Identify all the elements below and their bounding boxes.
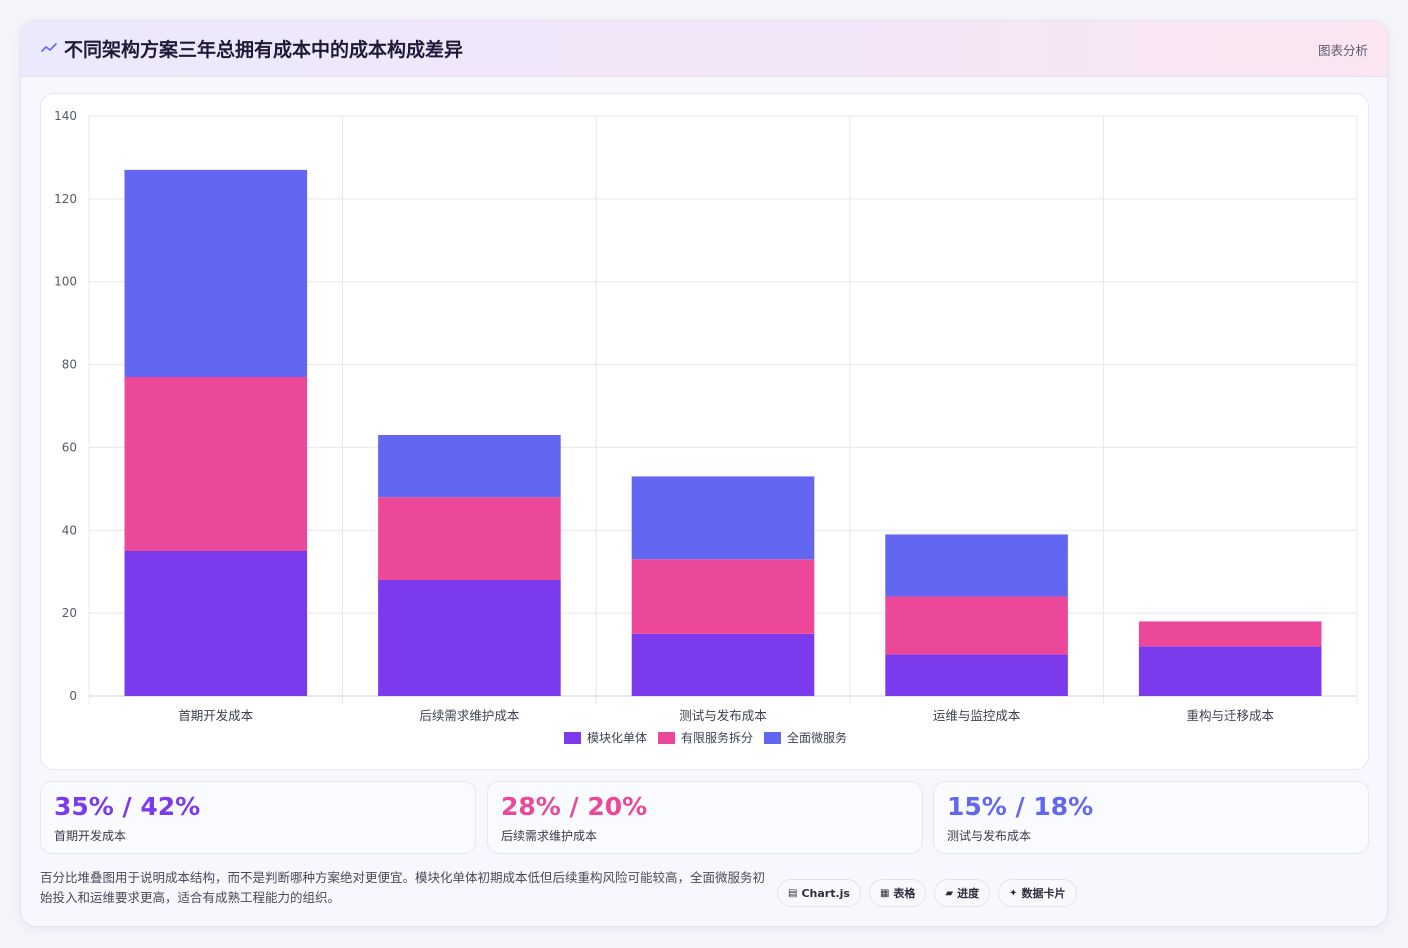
bar-segment-2	[885, 596, 1068, 655]
bar-segment-3	[378, 435, 561, 498]
pill-progress[interactable]: ▰ 进度	[934, 879, 991, 907]
legend-label: 全面微服务	[787, 730, 847, 745]
stat-value: 15% / 18%	[947, 792, 1094, 821]
stat-card: 35% / 42% 首期开发成本	[40, 781, 476, 854]
chart-panel: 0 20 40 60 80 100 120 140 首期开发成本 后续需求维护成本 测试与发布成本 运…	[40, 93, 1369, 770]
stat-label: 测试与发布成本	[947, 829, 1032, 843]
progress-icon: ▰	[945, 887, 954, 899]
y-tick-label: 140	[54, 109, 77, 123]
stat-label: 后续需求维护成本	[501, 829, 598, 843]
y-tick-label: 120	[54, 192, 77, 206]
bar-segment-1	[885, 654, 1068, 696]
bar-segment-2	[631, 559, 815, 634]
legend-label: 有限服务拆分	[681, 730, 753, 745]
y-tick-label: 80	[62, 358, 77, 372]
legend-label: 模块化单体	[587, 731, 647, 745]
x-tick-label: 首期开发成本	[178, 708, 254, 723]
stat-card: 28% / 20% 后续需求维护成本	[487, 781, 923, 854]
x-tick-label: 重构与迁移成本	[1186, 708, 1274, 723]
bar-segment-1	[631, 633, 815, 696]
card-header: 不同架构方案三年总拥有成本中的成本构成差异 图表分析	[21, 21, 1387, 77]
pill-data-card[interactable]: ✦ 数据卡片	[998, 879, 1077, 907]
legend-swatch	[564, 732, 581, 744]
table-icon: ▦	[879, 887, 890, 899]
pill-label: Chart.js	[801, 886, 850, 900]
y-tick-label: 40	[62, 523, 77, 537]
stat-value: 28% / 20%	[501, 792, 648, 821]
bar-segment-3	[885, 534, 1068, 597]
legend-swatch	[764, 732, 781, 744]
chart-card: 不同架构方案三年总拥有成本中的成本构成差异 图表分析 0 20 40 60 80 100 1…	[20, 20, 1388, 927]
header-tag[interactable]: 图表分析	[1317, 43, 1368, 58]
stat-value: 35% / 42%	[54, 792, 201, 821]
pill-table[interactable]: ▦ 表格	[868, 879, 927, 907]
page-title: 不同架构方案三年总拥有成本中的成本构成差异	[64, 39, 464, 61]
bar-segment-2	[378, 497, 561, 580]
feature-pills: ▤ Chart.js ▦ 表格 ▰ 进度 ✦ 数据卡片	[777, 879, 1077, 909]
y-tick-label: 20	[62, 606, 77, 620]
x-tick-label: 后续需求维护成本	[419, 708, 520, 723]
bar-segment-3	[124, 169, 308, 377]
stacked-bar-chart: 0 20 40 60 80 100 120 140 首期开发成本 后续需求维护成本 测试与发布成本 运…	[54, 109, 1358, 745]
sparkline-icon	[41, 43, 57, 52]
bar-segment-2	[124, 377, 308, 551]
bar-segment-1	[1138, 646, 1322, 696]
chart-icon: ▤	[788, 887, 798, 899]
footnote: 百分比堆叠图用于说明成本结构，而不是判断哪种方案绝对更便宜。模块化单体初期成本低…	[40, 870, 766, 905]
card-icon: ✦	[1009, 887, 1018, 899]
y-tick-label: 0	[69, 689, 77, 703]
bar-segment-1	[378, 580, 561, 696]
pill-label: 数据卡片	[1021, 887, 1066, 900]
bar-segment-1	[124, 551, 308, 696]
bar-segment-2	[1138, 621, 1322, 647]
pill-label: 进度	[957, 887, 980, 900]
y-tick-label: 60	[62, 440, 77, 454]
x-tick-label: 测试与发布成本	[679, 708, 767, 723]
x-tick-label: 运维与监控成本	[933, 708, 1021, 723]
y-tick-label: 100	[54, 275, 77, 289]
legend-swatch	[658, 732, 675, 744]
stat-card: 15% / 18% 测试与发布成本	[933, 781, 1369, 854]
pill-chartjs[interactable]: ▤ Chart.js	[777, 879, 861, 907]
bar-segment-3	[631, 476, 815, 560]
pill-label: 表格	[893, 887, 916, 900]
stat-label: 首期开发成本	[54, 829, 127, 843]
